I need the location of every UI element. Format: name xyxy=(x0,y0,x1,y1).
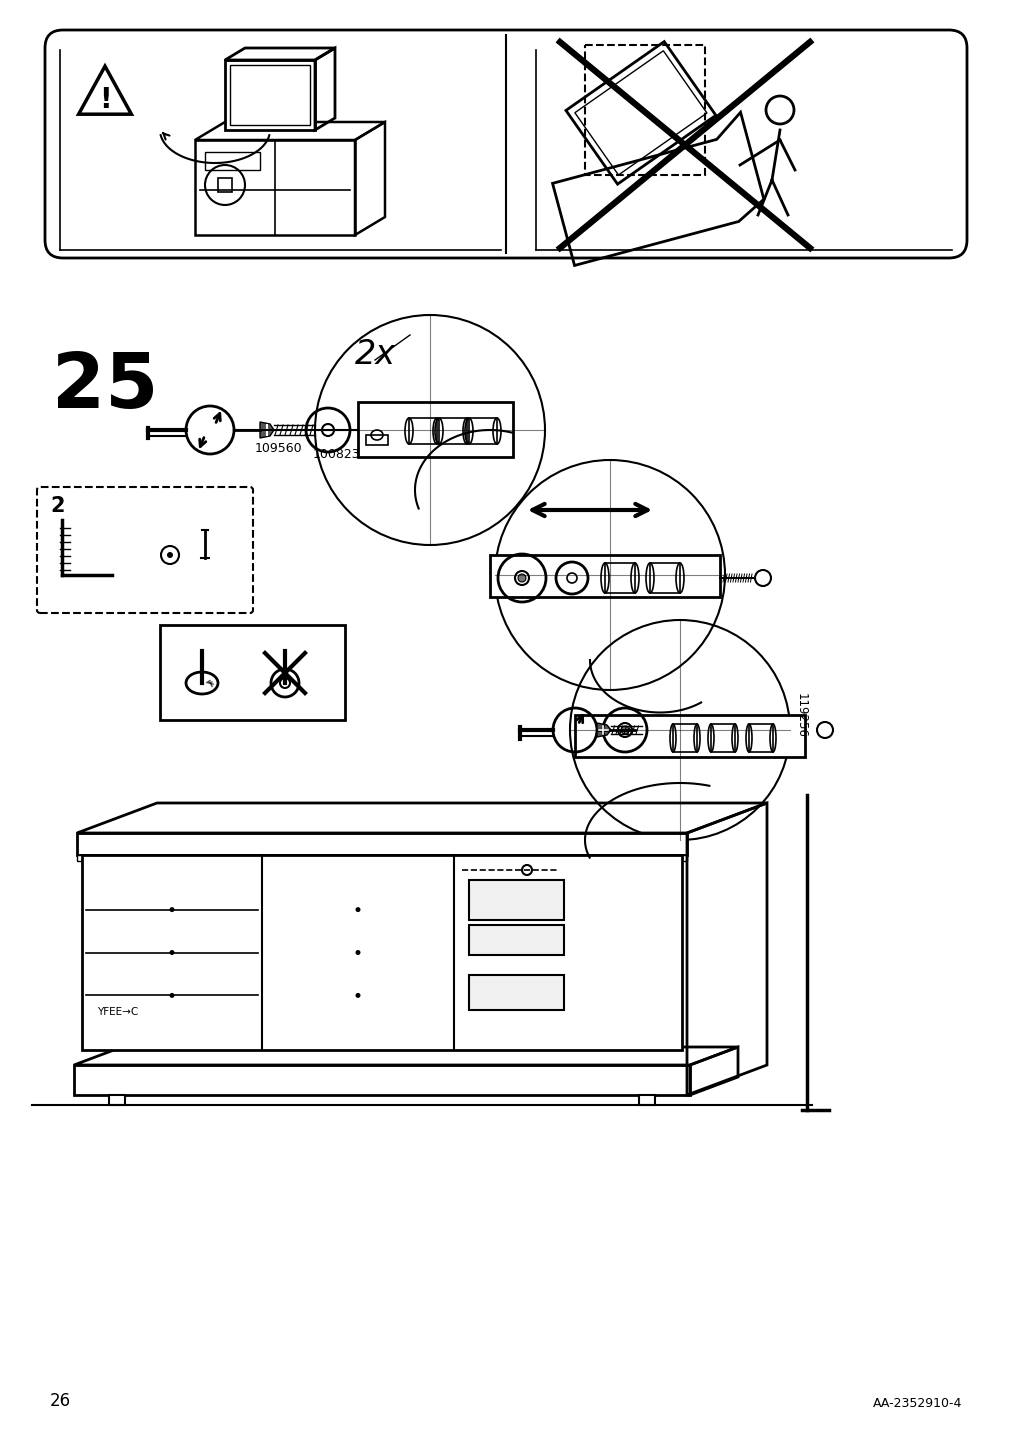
Bar xyxy=(439,418,466,444)
Bar xyxy=(217,178,232,192)
Circle shape xyxy=(355,906,360,912)
Bar xyxy=(468,975,563,1010)
Bar xyxy=(638,1095,654,1106)
Bar xyxy=(605,563,634,593)
Bar xyxy=(468,881,563,919)
Bar xyxy=(77,855,686,861)
Bar xyxy=(366,435,387,445)
Bar xyxy=(489,556,719,597)
Text: AA-2352910-4: AA-2352910-4 xyxy=(871,1398,961,1411)
Bar xyxy=(229,64,309,125)
Bar xyxy=(205,152,260,170)
Bar xyxy=(711,725,734,752)
Circle shape xyxy=(559,949,564,955)
Bar xyxy=(468,925,563,955)
Bar xyxy=(160,624,345,720)
Bar xyxy=(408,418,437,444)
Bar xyxy=(109,1095,125,1106)
FancyBboxPatch shape xyxy=(37,487,253,613)
Circle shape xyxy=(355,949,360,955)
FancyBboxPatch shape xyxy=(44,30,967,258)
Bar xyxy=(748,725,772,752)
Text: 2x: 2x xyxy=(355,338,395,371)
Text: YFEE→C: YFEE→C xyxy=(97,1007,139,1017)
Circle shape xyxy=(559,906,564,912)
Text: 119256: 119256 xyxy=(795,693,807,737)
Circle shape xyxy=(169,906,174,912)
Circle shape xyxy=(167,551,173,558)
Text: 2: 2 xyxy=(50,495,65,516)
Bar xyxy=(82,855,681,1050)
Text: !: ! xyxy=(99,86,111,115)
Bar xyxy=(77,833,686,855)
Circle shape xyxy=(518,574,526,581)
Bar xyxy=(358,402,513,457)
Bar xyxy=(649,563,679,593)
Polygon shape xyxy=(596,723,611,737)
Circle shape xyxy=(559,992,564,998)
Text: 109560: 109560 xyxy=(255,442,302,455)
Bar xyxy=(672,725,697,752)
Circle shape xyxy=(621,726,629,735)
Polygon shape xyxy=(260,422,274,438)
Circle shape xyxy=(169,992,174,998)
Circle shape xyxy=(169,949,174,955)
Bar xyxy=(468,418,496,444)
Bar xyxy=(195,140,355,235)
Bar xyxy=(74,1065,690,1095)
Text: 26: 26 xyxy=(50,1392,71,1411)
Bar xyxy=(224,60,314,130)
Text: 100823: 100823 xyxy=(312,448,360,461)
Bar xyxy=(574,715,804,758)
Circle shape xyxy=(355,992,360,998)
Text: 25: 25 xyxy=(52,349,158,424)
